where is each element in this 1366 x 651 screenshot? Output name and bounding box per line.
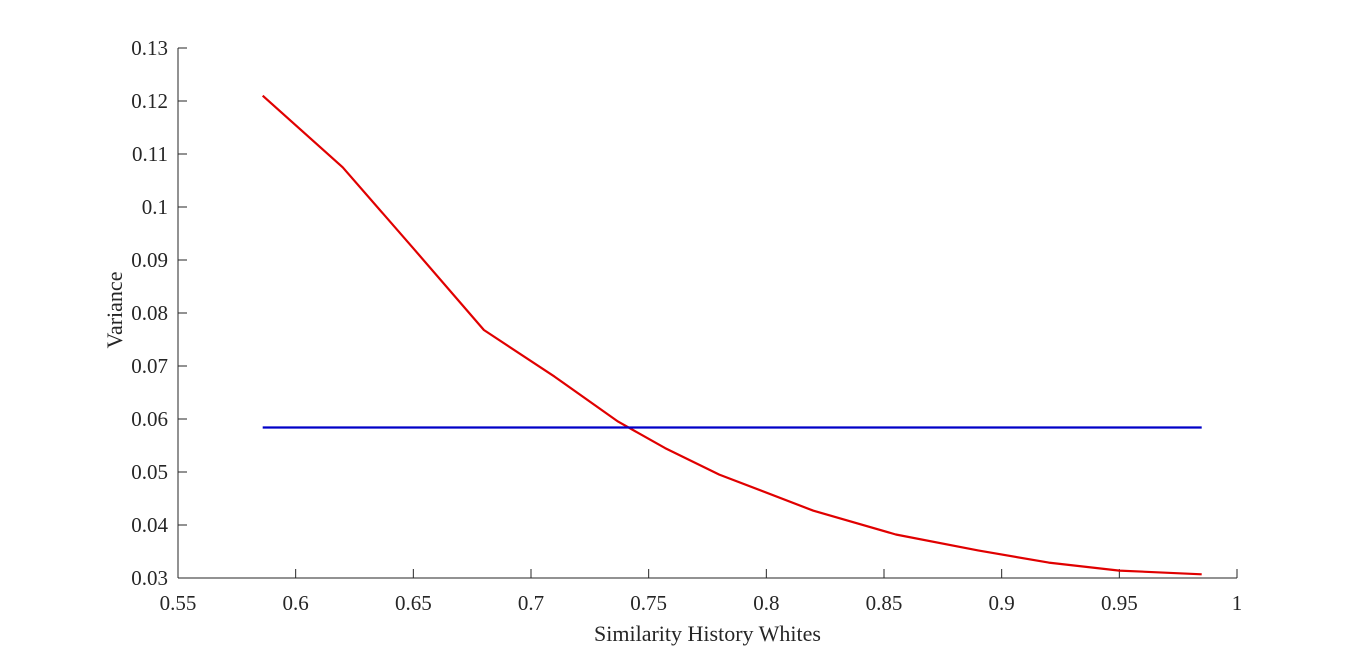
y-tick-label: 0.1: [142, 195, 168, 219]
x-tick-label: 0.65: [395, 591, 432, 615]
x-tick-label: 0.9: [989, 591, 1015, 615]
x-tick-label: 0.7: [518, 591, 544, 615]
x-axis-title: Similarity History Whites: [594, 621, 821, 646]
y-tick-label: 0.09: [131, 248, 168, 272]
y-tick-label: 0.03: [131, 566, 168, 590]
y-tick-label: 0.12: [131, 89, 168, 113]
y-tick-label: 0.07: [131, 354, 168, 378]
series-line-1: [261, 94, 1202, 576]
x-tick-label: 0.75: [630, 591, 667, 615]
series-layer: [261, 94, 1202, 576]
x-tick-label: 1: [1232, 591, 1243, 615]
y-tick-label: 0.04: [131, 513, 168, 537]
x-axis-ticks: 0.55 0.6 0.65 0.7 0.75 0.8 0.85 0.9 0.95 1: [160, 569, 1243, 615]
x-tick-label: 0.6: [283, 591, 309, 615]
y-axis-title: Variance: [102, 272, 127, 349]
x-tick-label: 0.85: [866, 591, 903, 615]
y-tick-label: 0.13: [131, 36, 168, 60]
x-tick-label: 0.8: [753, 591, 779, 615]
y-tick-label: 0.05: [131, 460, 168, 484]
axes: 0.55 0.6 0.65 0.7 0.75 0.8 0.85 0.9 0.95 1 0.030.…: [131, 36, 1242, 615]
y-tick-label: 0.11: [132, 142, 168, 166]
y-tick-label: 0.08: [131, 301, 168, 325]
y-axis-ticks: 0.03 0.04 0.05 0.06 0.07 0.08 0.09 0.1 0.11 0.12 0…: [131, 36, 187, 590]
x-tick-label: 0.55: [160, 591, 197, 615]
y-tick-label: 0.06: [131, 407, 168, 431]
x-tick-label: 0.95: [1101, 591, 1138, 615]
